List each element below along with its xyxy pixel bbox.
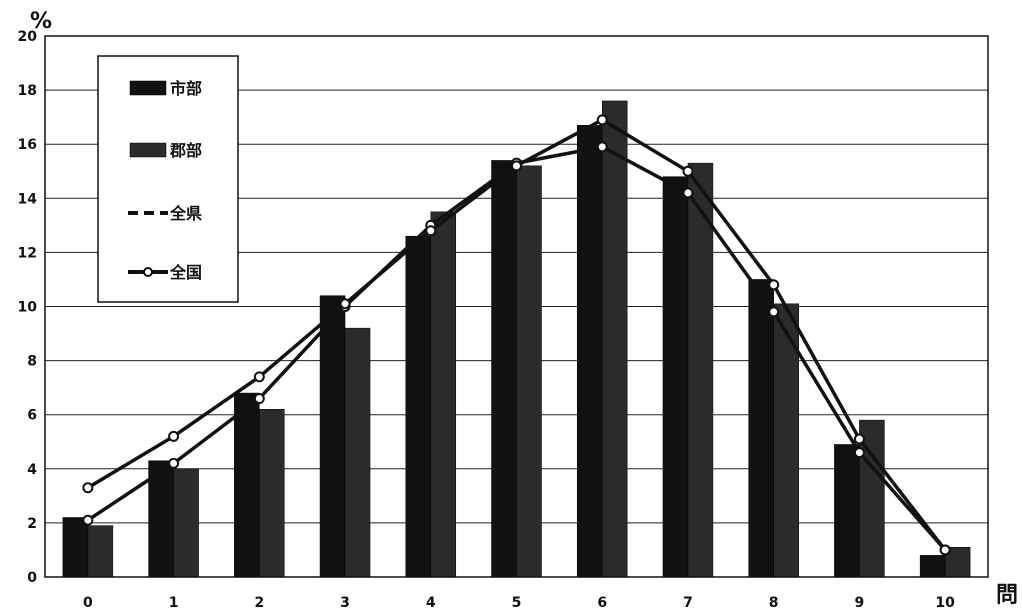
line-point-1-10 [939,544,951,556]
line-point-1-5 [511,160,522,172]
line-point-0-9 [853,447,865,459]
x-tick-label: 9 [855,595,865,611]
line-point-1-8 [768,279,780,291]
line-point-1-2 [253,371,265,383]
bar-0-0 [62,517,89,578]
series-lines [82,114,951,556]
y-tick-label: 16 [18,137,37,153]
x-axis-unit: 問 [996,583,1018,608]
line-point-1-4 [425,225,437,237]
line-point-0-2 [253,392,265,404]
legend-swatch-1 [129,142,167,158]
x-tick-label: 1 [169,595,179,611]
y-tick-label: 6 [27,408,37,424]
y-tick-label: 20 [18,29,38,45]
bar-1-7 [687,162,714,578]
line-point-1-9 [853,433,865,445]
x-tick-label: 3 [340,595,350,611]
x-axis-ticks: 0 1 2 3 4 5 6 7 8 9 10 [83,595,955,611]
legend-box [97,55,239,303]
bar-1-0 [87,525,114,578]
line-point-1-0 [82,482,94,494]
x-tick-label: 7 [683,595,693,611]
legend-label-0: 市部 [170,79,202,98]
line-point-0-1 [168,457,180,469]
y-tick-label: 18 [18,83,37,99]
y-tick-label: 14 [18,191,38,207]
line-point-0-8 [768,306,780,318]
legend-label-1: 郡部 [169,141,202,160]
line-point-1-6 [596,114,608,126]
bar-0-10 [919,555,946,578]
bar-0-7 [662,176,689,578]
bar-1-4 [430,211,457,578]
line-point-1-7 [682,165,694,177]
y-axis-ticks: 0 2 4 6 8 10 12 14 16 18 20 [18,29,38,586]
line-point-0-6 [596,141,608,153]
x-tick-label: 4 [426,595,436,611]
bar-1-5 [516,165,542,578]
legend-label-2: 全県 [169,204,202,223]
y-tick-label: 2 [27,516,37,532]
bar-0-9 [834,444,860,578]
bar-1-2 [259,409,285,578]
line-point-0-7 [682,187,694,199]
x-tick-label: 6 [597,595,607,611]
plot-area-frame [44,35,989,578]
y-tick-label: 4 [27,462,37,478]
bar-0-4 [405,235,432,578]
bar-0-3 [319,295,346,578]
x-tick-label: 0 [83,595,93,611]
line-point-1-1 [168,430,180,442]
line-point-1-3 [339,298,351,310]
bar-0-8 [748,279,774,578]
y-tick-label: 10 [18,300,38,316]
line-point-0-0 [82,514,94,526]
bar-0-5 [491,160,517,578]
legend-marker-3 [143,267,153,277]
bar-1-6 [601,100,628,578]
bar-1-3 [344,327,371,578]
x-tick-label: 2 [254,595,264,611]
y-tick-label: 12 [18,245,37,261]
y-tick-label: 0 [27,570,37,586]
bar-1-1 [173,468,199,578]
y-tick-label: 8 [27,354,37,370]
legend-label-3: 全国 [169,263,202,282]
x-tick-label: 8 [769,595,779,611]
legend-swatch-0 [129,80,167,96]
x-tick-label: 5 [512,595,522,611]
bar-0-6 [576,125,603,578]
bars [62,100,971,578]
y-axis-unit: % [30,9,52,34]
bar-0-2 [234,392,260,578]
x-tick-label: 10 [935,595,955,611]
